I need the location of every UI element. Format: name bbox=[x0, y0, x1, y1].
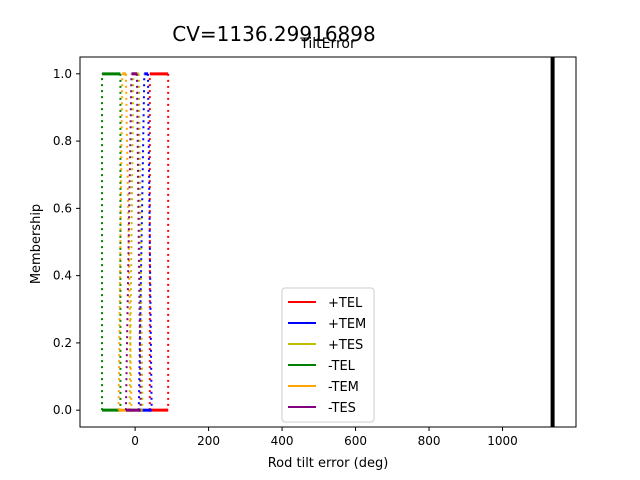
series-posneg-tes-rise bbox=[128, 73, 135, 411]
series-neg-tes-fall bbox=[135, 73, 142, 411]
x-tick-label: 0 bbox=[131, 434, 139, 448]
x-tick-label: 200 bbox=[197, 434, 220, 448]
x-tick-label: 400 bbox=[271, 434, 294, 448]
y-tick-label: 0.2 bbox=[53, 336, 72, 350]
axes-frame bbox=[79, 56, 577, 428]
x-tick-label: 1000 bbox=[487, 434, 518, 448]
plot-area: 0 200 400 600 800 1000 0.0 0.2 0.4 0.6 0.8 1.0 bbox=[53, 56, 577, 448]
legend: +TEL +TEM +TES -TEL -TEM -TES bbox=[281, 287, 375, 423]
y-tick-label: 0.4 bbox=[53, 269, 72, 283]
y-tick-label: 0.8 bbox=[53, 134, 72, 148]
legend-label: -TES bbox=[328, 401, 356, 416]
series-posneg-tes-fall bbox=[137, 73, 144, 411]
series-neg-tes-rise bbox=[124, 73, 133, 411]
legend-label: -TEM bbox=[328, 380, 359, 395]
x-axis-label: Rod tilt error (deg) bbox=[268, 456, 389, 471]
legend-frame bbox=[281, 287, 375, 423]
x-tick-label: 600 bbox=[344, 434, 367, 448]
chart-title: TiltError bbox=[299, 36, 356, 52]
x-tick-label: 800 bbox=[418, 434, 441, 448]
legend-label: +TEL bbox=[328, 296, 363, 311]
legend-label: -TEL bbox=[328, 359, 356, 374]
series-posneg-tem-fall bbox=[146, 73, 153, 411]
y-axis-label: Membership bbox=[29, 204, 44, 284]
y-tick-label: 1.0 bbox=[53, 67, 72, 81]
y-tick-label: 0.0 bbox=[53, 403, 72, 417]
legend-label: +TES bbox=[328, 338, 363, 353]
legend-label: +TEM bbox=[328, 317, 366, 332]
series-neg-tem-rise bbox=[117, 73, 124, 411]
figure-suptitle: CV=1136.29916898 bbox=[172, 22, 375, 46]
y-tick-label: 0.6 bbox=[53, 201, 72, 215]
